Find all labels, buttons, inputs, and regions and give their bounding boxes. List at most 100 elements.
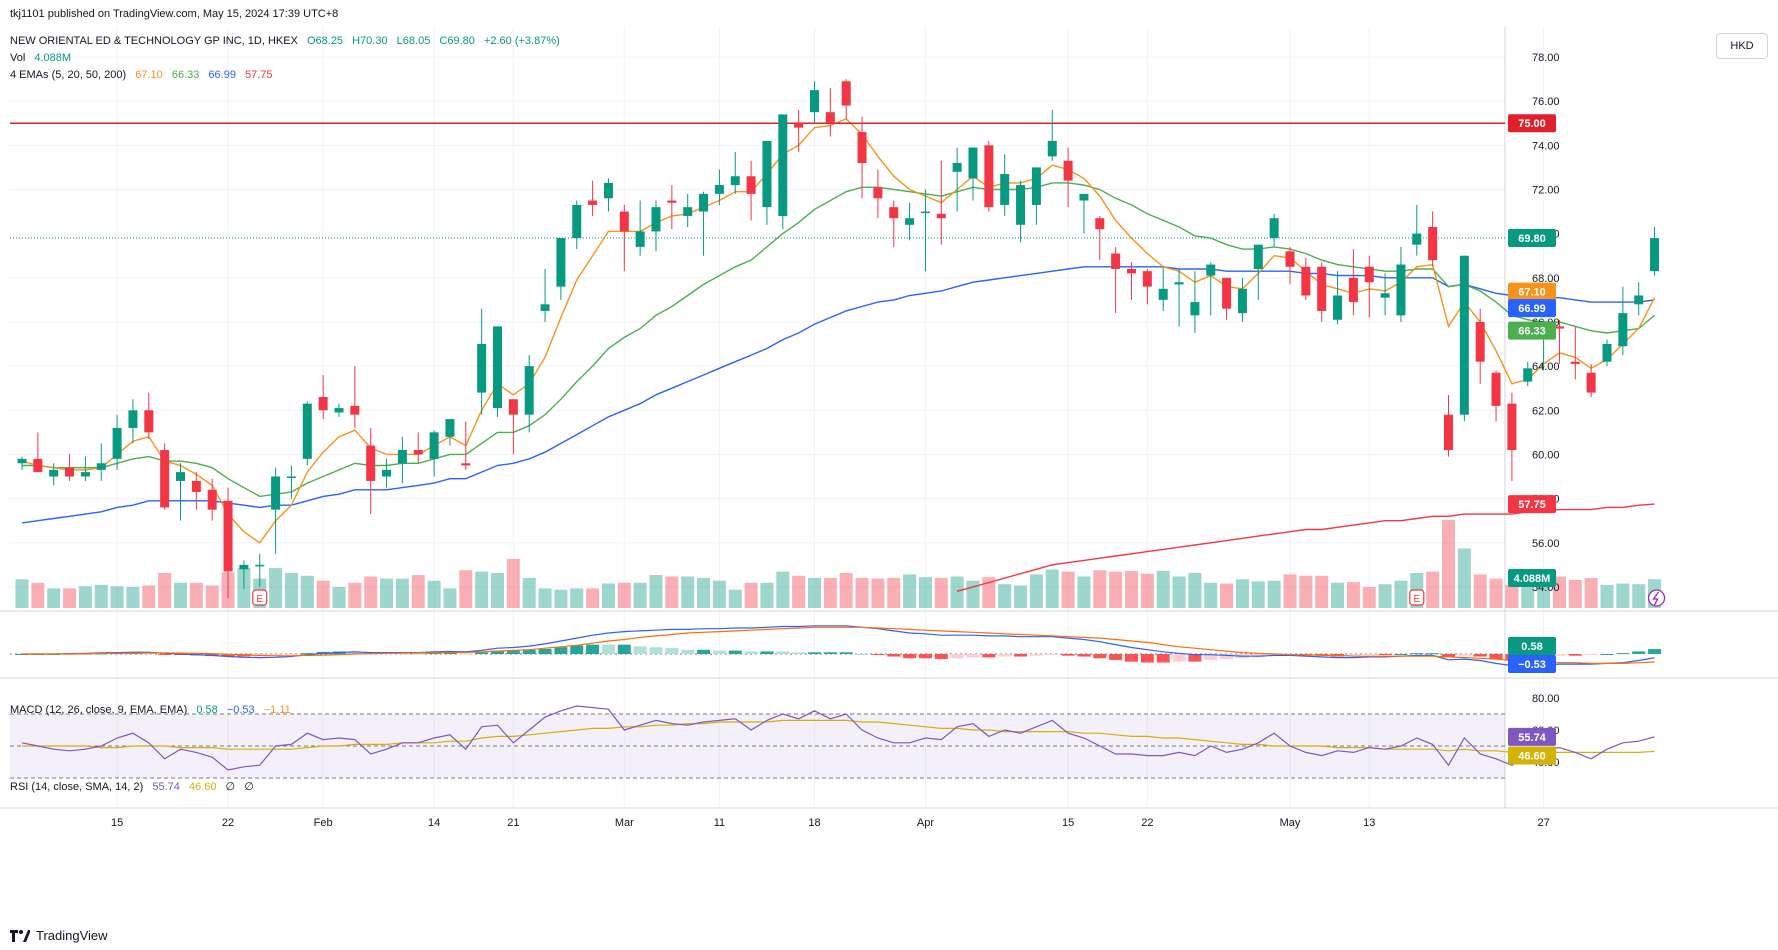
volume-bar [950, 576, 964, 608]
macd-histogram-bar [300, 653, 314, 655]
macd-histogram-bar [586, 644, 600, 654]
volume-bar [1378, 584, 1392, 608]
volume-bar [1188, 573, 1202, 608]
volume-bar [776, 571, 790, 608]
volume-bar [269, 568, 283, 608]
candle-body [1206, 264, 1216, 276]
volume-bar [1014, 585, 1028, 608]
volume-bar [1426, 571, 1440, 608]
ema-legend[interactable]: 4 EMAs (5, 20, 50, 200) 67.10 66.33 66.9… [10, 69, 273, 81]
macd-histogram-bar [1616, 653, 1630, 655]
lightning-icon[interactable] [1647, 589, 1666, 607]
rsi-tick-label: 80.00 [1532, 693, 1560, 705]
candle-body [1507, 403, 1517, 451]
macd-histogram-bar [142, 653, 156, 655]
volume-bar [649, 575, 663, 608]
tradingview-footer[interactable]: TradingView [10, 928, 108, 943]
macd-histogram-bar [792, 652, 806, 654]
candle-body [730, 176, 740, 186]
volume-bar [1204, 582, 1218, 608]
candle-body [286, 476, 296, 479]
earnings-marker-icon[interactable] [1409, 589, 1425, 606]
time-tick-label: Apr [917, 817, 934, 829]
candle-body [1412, 233, 1422, 245]
macd-histogram-bar [1584, 654, 1598, 655]
candle-body [302, 403, 312, 459]
macd-histogram-bar [1442, 654, 1455, 658]
volume-bar [205, 585, 219, 608]
ohlc-close: C69.80 [439, 35, 475, 47]
macd-line-label-box [1508, 655, 1556, 673]
candle-body [80, 472, 90, 477]
volume-bar [586, 588, 600, 608]
macd-histogram-bar [934, 654, 948, 660]
candle-body [1634, 295, 1644, 305]
ema200-price-label-box [1508, 495, 1556, 514]
volume-bar [1600, 584, 1614, 608]
candle-body [1222, 277, 1232, 309]
macd-histogram-bar [158, 654, 172, 655]
candle-body [1079, 193, 1089, 201]
candle-body [1618, 313, 1628, 347]
ema50-line [21, 266, 1655, 524]
symbol-name: NEW ORIENTAL ED & TECHNOLOGY GP INC, 1D,… [10, 35, 298, 47]
macd-histogram-bar [491, 650, 504, 654]
currency-button[interactable]: HKD [1716, 33, 1768, 59]
symbol-legend[interactable]: NEW ORIENTAL ED & TECHNOLOGY GP INC, 1D,… [10, 35, 560, 47]
candle-body [445, 419, 455, 437]
volume-label: Vol [10, 52, 26, 64]
candle-body [461, 463, 471, 466]
candle-body [493, 326, 502, 409]
candle-body [1428, 227, 1438, 261]
earnings-marker-icon[interactable] [252, 589, 268, 606]
candle-body [1063, 160, 1073, 181]
volume-bar [78, 586, 92, 608]
rsi-ma-label-box-box [1508, 746, 1556, 765]
volume-bar [1125, 570, 1138, 608]
macd-line [22, 625, 1655, 667]
macd-line-label: −0.53 [1518, 659, 1546, 671]
candle-body [984, 145, 994, 208]
candle-body [1491, 372, 1501, 406]
macd-histogram-bar [427, 652, 441, 654]
rsi-label-box: 55.74 [1518, 732, 1546, 744]
candle-body [334, 408, 344, 413]
macd-histogram-bar [871, 654, 885, 655]
macd-histogram-bar [982, 654, 996, 658]
volume-bar [1029, 574, 1043, 608]
volume-bar [1156, 570, 1170, 608]
candle-body [1190, 302, 1200, 316]
rsi-line [21, 705, 1655, 771]
volume-bar [538, 588, 552, 608]
macd-histogram-bar [998, 654, 1012, 657]
volume-bar [903, 574, 917, 608]
candle-body [920, 211, 930, 214]
candle-body [1602, 344, 1612, 362]
volume-bar [633, 582, 647, 608]
macd-hist-label: 0.58 [1521, 641, 1542, 653]
time-tick-label: 21 [507, 817, 519, 829]
macd-legend[interactable]: MACD (12, 26, close, 9, EMA, EMA) 0.58 −… [10, 704, 291, 716]
volume-bar [1331, 582, 1345, 608]
volume-bar [158, 573, 172, 608]
macd-histogram-bar [808, 652, 821, 654]
volume-bar [1267, 580, 1281, 608]
candle-body [1269, 218, 1279, 239]
macd-histogram-bar [1489, 654, 1503, 660]
rsi-pane [21, 705, 1655, 771]
candle-body [96, 463, 106, 470]
volume-bar [966, 580, 980, 608]
candle-body [778, 114, 788, 216]
macd-histogram-bar [1061, 654, 1075, 656]
candle-body [207, 489, 217, 510]
volume-bar [887, 577, 901, 608]
volume-legend[interactable]: Vol 4.088M [10, 52, 71, 64]
ema5-price-label-box [1508, 282, 1556, 301]
candle-body [1111, 253, 1121, 269]
macd-histogram-bar [1045, 654, 1059, 655]
candle-body [746, 176, 756, 194]
candle-body [588, 200, 598, 205]
rsi-legend[interactable]: RSI (14, close, SMA, 14, 2) 55.74 46.60 … [10, 780, 254, 793]
